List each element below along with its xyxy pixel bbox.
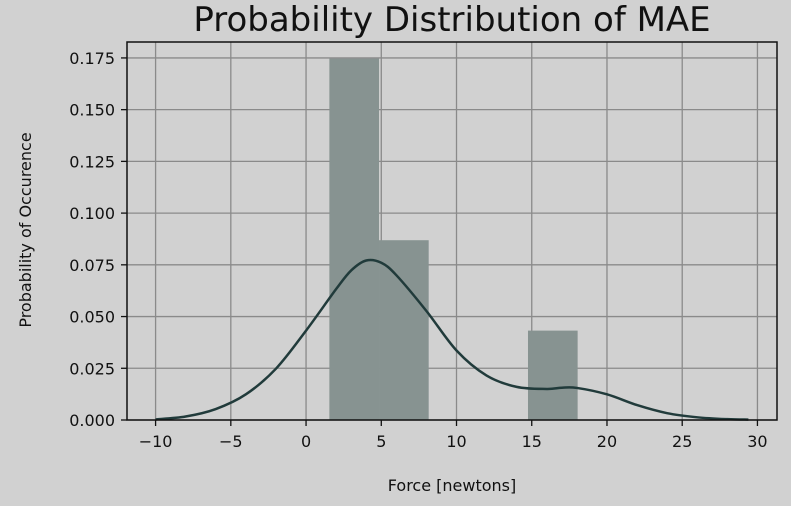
x-tick-label: −5 [219, 432, 243, 451]
kde-curve [155, 258, 749, 421]
x-tick-label: 25 [672, 432, 692, 451]
histogram-bar [329, 58, 380, 420]
y-tick-label: 0.050 [69, 308, 115, 327]
y-tick-label: 0.100 [69, 204, 115, 223]
histogram-bar [527, 330, 578, 420]
x-tick-label: 10 [446, 432, 466, 451]
x-tick-label: 5 [376, 432, 386, 451]
chart-title: Probability Distribution of MAE [193, 0, 710, 40]
y-tick-label: 0.000 [69, 411, 115, 430]
y-axis-label: Probability of Occurence [16, 132, 35, 327]
y-tick-label: 0.025 [69, 359, 115, 378]
y-tick-label: 0.175 [69, 49, 115, 68]
y-tick-label: 0.075 [69, 256, 115, 275]
x-tick-label: −10 [139, 432, 173, 451]
plot-frame [126, 41, 778, 421]
x-tick-label: 0 [301, 432, 311, 451]
kde-curve-layer [155, 258, 749, 421]
histogram-bar [379, 240, 429, 420]
histogram-bars [329, 58, 578, 420]
y-tick-label: 0.150 [69, 101, 115, 120]
y-tick-label: 0.125 [69, 152, 115, 171]
x-tick-label: 20 [597, 432, 617, 451]
x-tick-label: 15 [522, 432, 542, 451]
x-tick-label: 30 [747, 432, 767, 451]
x-axis-label: Force [newtons] [388, 476, 516, 495]
grid-lines [127, 42, 777, 421]
axis-ticks: −10 −5 0 5 10 15 20 25 30 0.000 0.025 0.050 0.075 0.1… [69, 49, 767, 451]
